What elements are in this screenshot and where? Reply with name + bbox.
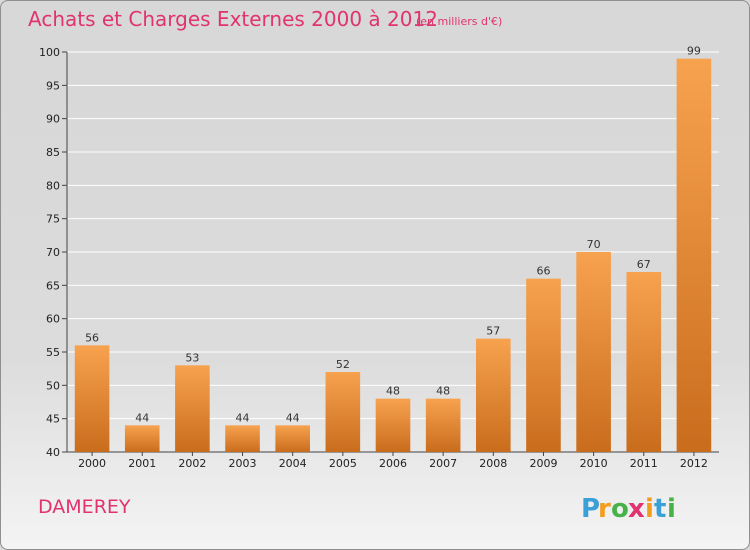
y-tick-label: 55 xyxy=(46,346,60,359)
y-tick-label: 95 xyxy=(46,79,60,92)
data-label: 66 xyxy=(536,265,550,278)
svg-text:t: t xyxy=(654,494,666,524)
bar-2007 xyxy=(425,398,461,452)
data-label: 44 xyxy=(286,411,300,424)
bar-2010 xyxy=(576,252,611,452)
x-tick-label: 2005 xyxy=(329,457,357,470)
bar-2008 xyxy=(476,338,511,452)
data-label: 44 xyxy=(135,411,149,424)
x-tick-label: 2007 xyxy=(429,457,457,470)
y-tick-label: 45 xyxy=(46,413,60,426)
y-tick-label: 60 xyxy=(46,313,60,326)
data-label: 48 xyxy=(386,385,400,398)
bar-2006 xyxy=(375,398,411,452)
svg-text:i: i xyxy=(667,494,676,524)
x-tick-label: 2006 xyxy=(379,457,407,470)
x-tick-label: 2003 xyxy=(229,457,257,470)
x-tick-label: 2010 xyxy=(580,457,608,470)
bar-2003 xyxy=(225,425,260,452)
x-tick-label: 2002 xyxy=(178,457,206,470)
x-tick-label: 2012 xyxy=(680,457,708,470)
svg-text:P: P xyxy=(581,494,600,524)
bar-2002 xyxy=(175,365,210,452)
chart-subtitle: (en milliers d'€) xyxy=(416,15,503,28)
y-tick-label: 100 xyxy=(39,46,60,59)
data-label: 48 xyxy=(436,385,450,398)
bar-2012 xyxy=(676,58,712,453)
bars xyxy=(74,58,712,453)
data-label: 44 xyxy=(236,411,250,424)
data-label: 99 xyxy=(687,45,701,58)
commune-name: DAMEREY xyxy=(38,496,131,518)
bar-2001 xyxy=(124,425,160,452)
y-tick-label: 80 xyxy=(46,179,60,192)
proxiti-logo: P r o x i t i xyxy=(581,494,676,524)
labels: 40 45 50 55 60 65 70 75 80 85 90 95 100 56 2000 44 2001 5… xyxy=(39,45,708,470)
svg-text:x: x xyxy=(628,494,645,524)
data-label: 52 xyxy=(336,358,350,371)
y-tick-label: 70 xyxy=(46,246,60,259)
x-tick-label: 2001 xyxy=(128,457,156,470)
data-label: 70 xyxy=(587,238,601,251)
svg-text:i: i xyxy=(645,494,654,524)
y-tick-label: 50 xyxy=(46,379,60,392)
y-tick-label: 90 xyxy=(46,113,60,126)
bar-2009 xyxy=(526,278,561,452)
x-tick-label: 2004 xyxy=(279,457,307,470)
chart-title: Achats et Charges Externes 2000 à 2012 xyxy=(28,7,438,31)
y-tick-label: 65 xyxy=(46,279,60,292)
x-tick-label: 2009 xyxy=(529,457,557,470)
x-tick-label: 2008 xyxy=(479,457,507,470)
bar-2011 xyxy=(626,272,662,452)
data-label: 57 xyxy=(486,325,500,338)
y-tick-label: 40 xyxy=(46,446,60,459)
bar-2005 xyxy=(325,372,361,452)
svg-text:o: o xyxy=(611,494,629,524)
x-tick-label: 2011 xyxy=(630,457,658,470)
data-label: 67 xyxy=(637,258,651,271)
bar-2004 xyxy=(275,425,310,452)
svg-text:r: r xyxy=(598,494,611,524)
data-label: 53 xyxy=(185,351,199,364)
bar-2000 xyxy=(74,345,110,452)
y-tick-label: 75 xyxy=(46,213,60,226)
x-tick-label: 2000 xyxy=(78,457,106,470)
y-tick-label: 85 xyxy=(46,146,60,159)
data-label: 56 xyxy=(85,331,99,344)
